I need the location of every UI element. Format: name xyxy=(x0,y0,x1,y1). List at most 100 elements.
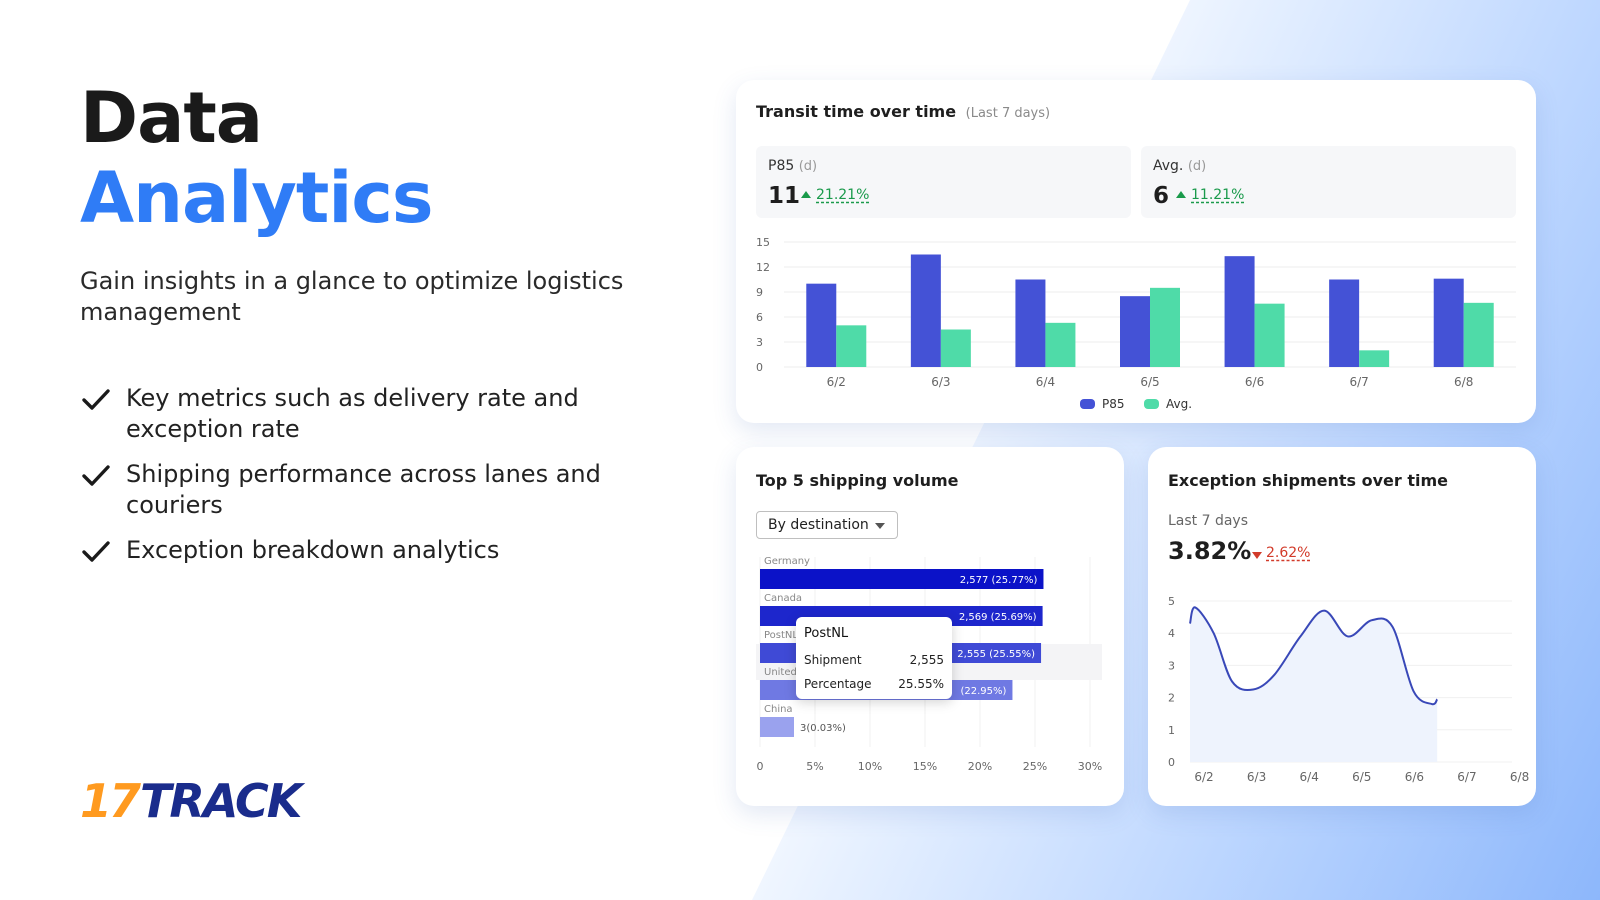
stat-label-text: Avg. xyxy=(1153,158,1184,174)
exception-value: 3.82% xyxy=(1168,537,1252,565)
destination-dropdown[interactable]: By destination xyxy=(756,511,898,539)
bar-avg xyxy=(1359,350,1390,367)
arrow-up-icon xyxy=(1176,191,1186,198)
x-tick-label: 6/8 xyxy=(1510,770,1529,784)
y-tick-label: 4 xyxy=(1168,627,1175,640)
bar-p85 xyxy=(1329,279,1360,367)
legend-label: Avg. xyxy=(1166,397,1192,411)
x-tick-label: 10% xyxy=(858,760,882,773)
tooltip-label: Shipment xyxy=(804,653,862,667)
stat-label-text: P85 xyxy=(768,158,795,174)
transit-title: Transit time over time xyxy=(756,102,957,121)
dropdown-label: By destination xyxy=(768,517,869,533)
stat-value: 11 xyxy=(768,183,801,209)
x-tick-label: 6/2 xyxy=(827,375,846,389)
x-tick-label: 6/7 xyxy=(1457,770,1476,784)
x-tick-label: 6/3 xyxy=(931,375,950,389)
bar-value-label: (22.95%) xyxy=(961,686,1007,697)
category-label: Canada xyxy=(764,593,802,604)
hero-title-line1: Data xyxy=(80,77,263,159)
category-label: China xyxy=(764,704,793,715)
y-tick-label: 3 xyxy=(1168,659,1175,672)
bar-avg xyxy=(1254,303,1285,367)
feature-text: Exception breakdown analytics xyxy=(126,536,500,564)
x-tick-label: 6/4 xyxy=(1036,375,1055,389)
feature-item: Key metrics such as delivery rate and ex… xyxy=(80,383,640,445)
logo-word: TRACK xyxy=(140,774,302,828)
x-tick-label: 6/6 xyxy=(1245,375,1264,389)
hero-title-line2: Analytics xyxy=(80,157,433,239)
x-tick-label: 6/7 xyxy=(1349,375,1368,389)
y-tick-label: 6 xyxy=(756,311,763,324)
bar-p85 xyxy=(1224,256,1255,367)
bar-avg xyxy=(836,325,867,367)
card-title: Transit time over time (Last 7 days) xyxy=(756,102,1050,121)
bar-value-label: 3(0.03%) xyxy=(800,723,846,734)
x-tick-label: 6/5 xyxy=(1140,375,1159,389)
area-fill xyxy=(1190,607,1438,762)
stat-avg: Avg. (d) 6 11.21% xyxy=(1141,146,1516,218)
y-tick-label: 12 xyxy=(756,261,770,274)
tooltip-value: 2,555 xyxy=(909,653,944,667)
category-label: United xyxy=(764,667,797,678)
feature-item: Shipping performance across lanes and co… xyxy=(80,459,640,521)
bar-p85 xyxy=(910,254,941,367)
stat-label: Avg. (d) xyxy=(1153,158,1206,174)
y-tick-label: 0 xyxy=(756,361,763,374)
logo-number: 17 xyxy=(80,774,141,828)
volume-bar xyxy=(760,569,1044,589)
tooltip-value: 25.55% xyxy=(898,677,944,691)
caret-down-icon xyxy=(875,523,885,529)
y-tick-label: 1 xyxy=(1168,724,1175,737)
stat-unit: (d) xyxy=(1187,159,1207,174)
hero-title: Data Analytics xyxy=(80,78,680,238)
stat-delta: 21.21% xyxy=(816,187,870,203)
bar-p85 xyxy=(1433,278,1464,367)
stat-p85: P85 (d) 11 21.21% xyxy=(756,146,1131,218)
bar-value-label: 2,555 (25.55%) xyxy=(957,649,1035,660)
bar-p85 xyxy=(806,283,837,367)
feature-text: Key metrics such as delivery rate and ex… xyxy=(126,384,579,443)
bar-value-label: 2,577 (25.77%) xyxy=(960,575,1038,586)
bar-avg xyxy=(1463,302,1494,367)
volume-bar xyxy=(760,717,794,737)
bar-avg xyxy=(1150,287,1180,367)
bar-avg xyxy=(1045,322,1076,367)
y-tick-label: 9 xyxy=(756,286,763,299)
x-tick-label: 6/4 xyxy=(1300,770,1319,784)
x-tick-label: 6/3 xyxy=(1247,770,1266,784)
checkmark-icon xyxy=(82,465,110,486)
tooltip-title: PostNL xyxy=(804,626,849,641)
transit-bar-chart: 0 3 6 9 12 15 6/2 6/3 6/4 6/5 6/6 6/7 6/8 P85 Avg. xyxy=(756,236,1516,411)
brand-logo: 17 TRACK xyxy=(80,774,302,828)
x-tick-label: 30% xyxy=(1078,760,1102,773)
y-tick-label: 15 xyxy=(756,236,770,249)
x-tick-label: 5% xyxy=(806,760,823,773)
feature-text: Shipping performance across lanes and co… xyxy=(126,460,601,519)
x-tick-label: 6/8 xyxy=(1454,375,1473,389)
y-tick-label: 0 xyxy=(1168,756,1175,769)
transit-time-card: Transit time over time (Last 7 days) P85… xyxy=(736,80,1536,423)
category-label: Germany xyxy=(764,556,810,567)
x-tick-label: 0 xyxy=(757,760,764,773)
bar-value-label: 2,569 (25.69%) xyxy=(959,612,1037,623)
bar-avg xyxy=(940,329,971,367)
x-tick-label: 6/5 xyxy=(1352,770,1371,784)
x-tick-label: 15% xyxy=(913,760,937,773)
feature-item: Exception breakdown analytics xyxy=(80,535,640,567)
exception-title: Exception shipments over time xyxy=(1168,471,1449,490)
stat-delta: 11.21% xyxy=(1191,187,1245,203)
x-tick-label: 25% xyxy=(1023,760,1047,773)
exception-delta: 2.62% xyxy=(1266,545,1311,561)
legend-swatch-p85 xyxy=(1080,399,1095,409)
feature-list: Key metrics such as delivery rate and ex… xyxy=(80,383,640,581)
legend-label: P85 xyxy=(1102,397,1125,411)
x-tick-label: 6/2 xyxy=(1194,770,1213,784)
bar-p85 xyxy=(1120,296,1150,367)
area-line xyxy=(1189,606,1439,706)
category-label: PostNL xyxy=(764,630,798,641)
legend-swatch-avg xyxy=(1144,399,1159,409)
volume-title: Top 5 shipping volume xyxy=(756,471,959,490)
stat-value: 6 xyxy=(1153,183,1170,209)
chart-tooltip: PostNL Shipment 2,555 Percentage 25.55% xyxy=(796,617,952,699)
